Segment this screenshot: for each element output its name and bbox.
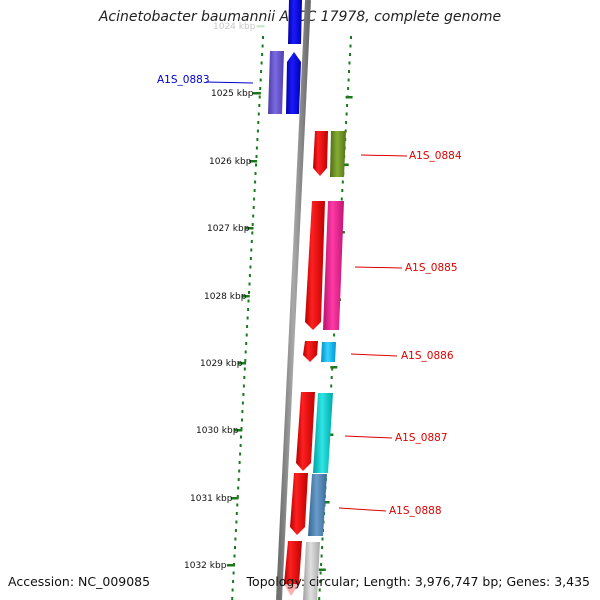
tick-mark	[256, 25, 265, 28]
tick-mark	[341, 163, 349, 166]
tick-mark	[252, 92, 261, 95]
genes-value: 3,435	[554, 574, 590, 589]
topology-value: circular	[309, 574, 356, 589]
gene-a1s-0887-cds[interactable]	[296, 392, 315, 471]
gene-label-a1s-0884[interactable]: A1S_0884	[409, 150, 462, 162]
gene-a1s-0888-cds[interactable]	[290, 473, 308, 535]
gene-a1s-0883-cds[interactable]	[286, 52, 301, 114]
tick-label-1024: 1024 kbp	[213, 22, 256, 32]
tick-labels: 1024 kbp 1025 kbp 1026 kbp 1027 kbp 1028…	[184, 22, 256, 571]
gene-label-a1s-0888[interactable]: A1S_0888	[389, 505, 442, 517]
product-a1s-0883[interactable]	[268, 51, 284, 114]
tick-mark	[318, 568, 326, 571]
tick-mark	[234, 429, 243, 432]
topology-label: Topology:	[246, 574, 306, 589]
tick-mark	[330, 366, 338, 369]
tick-mark	[249, 160, 258, 163]
label-leaders	[205, 81, 408, 512]
gene-next-cds[interactable]	[284, 541, 302, 592]
tick-label-1032: 1032 kbp	[184, 561, 227, 571]
tick-mark	[322, 501, 330, 504]
tick-label-1026: 1026 kbp	[209, 157, 252, 167]
tick-label-1030: 1030 kbp	[196, 426, 239, 436]
product-a1s-0888[interactable]	[308, 474, 327, 536]
length-value: 3,976,747 bp	[414, 574, 499, 589]
gene-a1s-0884-cds[interactable]	[313, 131, 328, 176]
gene-label-a1s-0886[interactable]: A1S_0886	[401, 350, 454, 362]
genome-backbone	[276, 0, 311, 600]
gene-a1s-0886-cds[interactable]	[303, 341, 318, 362]
genes-label: Genes:	[506, 574, 551, 589]
product-a1s-0886[interactable]	[321, 342, 336, 362]
product-a1s-0884[interactable]	[330, 131, 346, 177]
gene-labels: A1S_0883 A1S_0884 A1S_0885 A1S_0886 A1S_…	[157, 74, 462, 517]
tick-mark	[226, 564, 235, 567]
tick-label-1031: 1031 kbp	[190, 494, 233, 504]
gene-label-a1s-0887[interactable]: A1S_0887	[395, 432, 448, 444]
product-a1s-0887[interactable]	[313, 393, 333, 473]
gene-a1s-0885-cds[interactable]	[305, 201, 325, 330]
product-a1s-0885[interactable]	[323, 201, 344, 330]
tick-label-1028: 1028 kbp	[204, 292, 247, 302]
gene-label-a1s-0883[interactable]: A1S_0883	[157, 74, 210, 86]
gene-cds-track	[284, 0, 328, 596]
tick-label-1027: 1027 kbp	[207, 224, 250, 234]
accession-value: NC_009085	[78, 574, 151, 589]
tick-mark	[230, 497, 239, 500]
accession-info: Accession: NC_009085	[8, 574, 150, 589]
outer-dotted-track	[231, 36, 264, 600]
gene-product-track	[268, 51, 346, 600]
product-next[interactable]	[303, 542, 320, 600]
tick-mark	[245, 227, 254, 230]
gene-a1s-0882-cds[interactable]	[288, 0, 302, 44]
tick-label-1025: 1025 kbp	[211, 89, 254, 99]
genome-stats: Topology: circular; Length: 3,976,747 bp…	[246, 574, 590, 589]
gene-label-a1s-0885[interactable]: A1S_0885	[405, 262, 458, 274]
accession-label: Accession:	[8, 574, 75, 589]
length-label: Length:	[363, 574, 411, 589]
tick-mark	[238, 362, 246, 365]
tick-mark	[345, 96, 353, 99]
gene-next-cds-tip	[284, 584, 299, 596]
tick-label-1029: 1029 kbp	[200, 359, 243, 369]
tick-mark	[241, 295, 250, 298]
